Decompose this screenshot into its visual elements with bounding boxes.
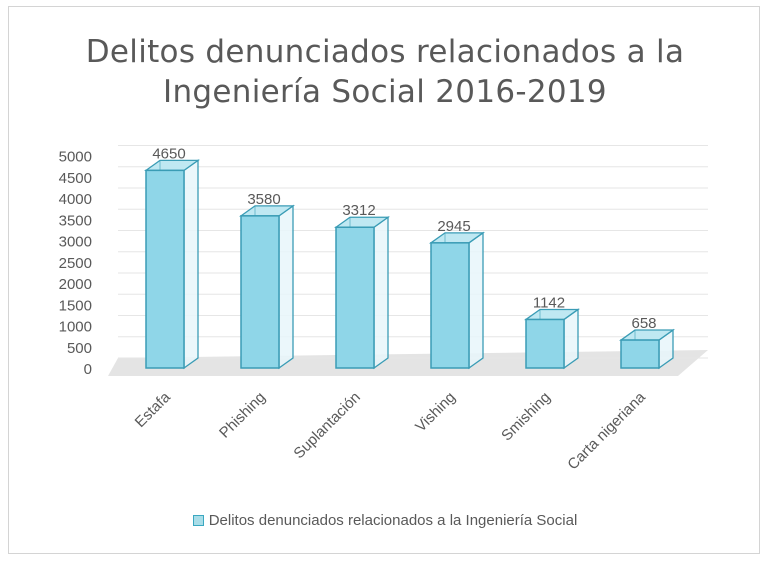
bar-side [468,231,484,370]
bar [525,318,565,369]
y-tick-label: 4500 [59,170,92,187]
bar-side [278,204,294,370]
legend-label: Delitos denunciados relacionados a la In… [208,512,578,529]
y-tick-label: 2000 [59,276,92,293]
x-tick-label: Suplantación [290,389,363,462]
x-tick-label: Estafa [132,388,175,431]
bar [620,339,660,369]
data-label: 2945 [437,218,470,235]
y-tick-label: 1000 [59,319,92,336]
data-label: 3312 [342,202,375,219]
chart-legend: Delitos denunciados relacionados a la In… [0,512,770,529]
bar-side [373,215,389,370]
x-tick-label: Carta nigeriana [564,388,649,473]
data-label: 1142 [533,294,565,311]
bar [240,215,280,369]
bar [430,242,470,369]
data-label: 658 [631,315,656,332]
x-tick-label: Phishing [216,389,269,442]
y-tick-label: 3000 [59,234,92,251]
y-tick-label: 3500 [59,212,92,229]
y-tick-label: 1500 [59,297,92,314]
y-tick-label: 5000 [59,149,92,166]
x-tick-label: Vishing [412,389,459,436]
chart-title-line-1: Delitos denunciados relacionados a la [85,34,685,70]
y-tick-label: 4000 [59,191,92,208]
y-tick-label: 500 [67,340,92,357]
chart-title: Delitos denunciados relacionados a la In… [40,32,730,112]
legend-swatch [192,515,204,526]
bar-side [183,159,199,370]
x-tick-label: Smishing [498,389,554,445]
chart-title-line-2: Ingeniería Social 2016-2019 [163,74,607,110]
bar [145,169,185,369]
bar [335,226,375,369]
data-label: 3580 [247,191,280,208]
y-tick-label: 2500 [59,255,92,272]
data-label: 4650 [152,145,185,162]
y-tick-label: 0 [84,361,92,378]
